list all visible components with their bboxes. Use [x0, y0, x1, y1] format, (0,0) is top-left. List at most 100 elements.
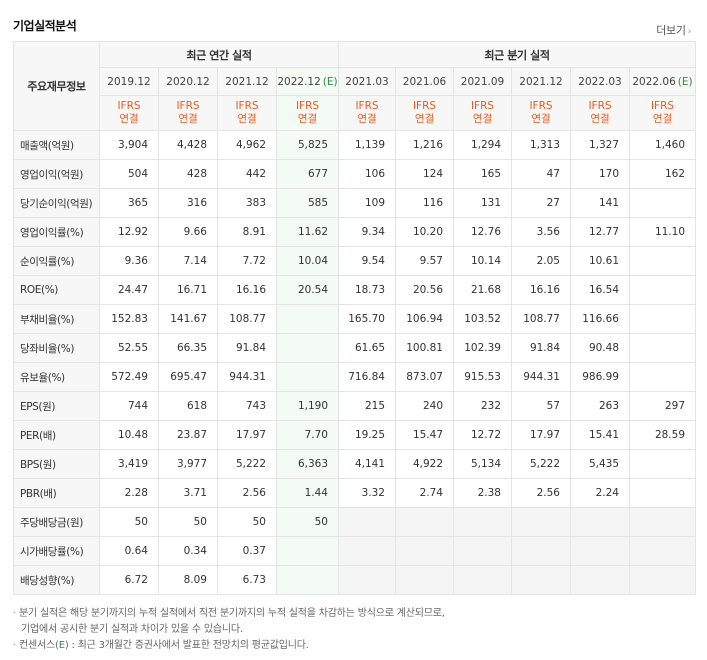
row-label: 당기순이익(억원): [13, 188, 100, 218]
table-cell: 618: [158, 391, 218, 421]
table-cell: [276, 333, 339, 363]
consolidated-label: 연결: [237, 113, 257, 125]
table-cell: [511, 536, 571, 566]
table-cell: 428: [158, 159, 218, 189]
table-cell: 2.38: [453, 478, 512, 508]
consensus-mark: E: [58, 640, 65, 651]
table-cell: 18.73: [338, 275, 396, 305]
table-cell: [629, 565, 696, 595]
table-row: PER(배) 10.48 23.87 17.97 7.70 19.25 15.47 12.72…: [13, 420, 696, 450]
table-cell: 28.59: [629, 420, 696, 450]
table-cell: 2.05: [511, 246, 571, 276]
table-cell: 91.84: [217, 333, 277, 363]
table-cell: [511, 507, 571, 537]
table-cell: 3.32: [338, 478, 396, 508]
table-cell: 5,134: [453, 449, 512, 479]
table-cell: 9.66: [158, 217, 218, 247]
table-cell: 27: [511, 188, 571, 218]
table-cell: 90.48: [570, 333, 630, 363]
table-cell: 16.16: [217, 275, 277, 305]
table-cell: [276, 304, 339, 334]
table-cell: [276, 536, 339, 566]
ifrs-label: IFRS: [355, 100, 379, 112]
period-header: 2021.06: [395, 67, 454, 96]
table-row: 유보율(%) 572.49 695.47 944.31 716.84 873.07 915.…: [13, 362, 696, 392]
table-cell: [629, 362, 696, 392]
table-cell: 10.20: [395, 217, 454, 247]
table-cell: 4,428: [158, 130, 218, 160]
table-cell: [338, 536, 396, 566]
table-cell: 2.28: [99, 478, 159, 508]
table-cell: [629, 275, 696, 305]
table-cell: 50: [217, 507, 277, 537]
table-cell: 10.48: [99, 420, 159, 450]
table-cell: 504: [99, 159, 159, 189]
table-cell: 66.35: [158, 333, 218, 363]
table-cell: 297: [629, 391, 696, 421]
table-cell: 1.44: [276, 478, 339, 508]
table-cell: 1,313: [511, 130, 571, 160]
table-cell: 0.64: [99, 536, 159, 566]
table-row: PBR(배) 2.28 3.71 2.56 1.44 3.32 2.74 2.38 2.56 2.…: [13, 478, 696, 508]
table-row: 주당배당금(원) 50 50 50 50: [13, 507, 696, 537]
table-cell: 165.70: [338, 304, 396, 334]
period-label: 2022.12: [277, 75, 321, 88]
period-label: 2021.09: [460, 75, 505, 88]
more-link[interactable]: 더보기 ›: [656, 22, 691, 38]
table-cell: [276, 362, 339, 392]
footnote-2: · 컨센서스(E) : 최근 3개월간 증권사에서 발표한 전망치의 평균값입니다…: [13, 640, 309, 651]
table-cell: 0.34: [158, 536, 218, 566]
table-cell: 11.62: [276, 217, 339, 247]
table-cell: [453, 565, 512, 595]
table-cell: 2.56: [217, 478, 277, 508]
table-cell: [629, 246, 696, 276]
table-cell: 50: [158, 507, 218, 537]
row-label: 매출액(억원): [13, 130, 100, 160]
more-label[interactable]: 더보기: [656, 24, 686, 37]
ifrs-label: IFRS: [529, 100, 553, 112]
ifrs-header: IFRS 연결: [276, 95, 339, 131]
table-cell: 15.41: [570, 420, 630, 450]
table-cell: 1,327: [570, 130, 630, 160]
table-cell: 6.73: [217, 565, 277, 595]
ifrs-header: IFRS 연결: [453, 95, 512, 131]
table-cell: [395, 507, 454, 537]
period-header: 2022.03: [570, 67, 630, 96]
row-label: BPS(원): [13, 449, 100, 479]
row-label: 부채비율(%): [13, 304, 100, 334]
table-cell: [338, 565, 396, 595]
table-cell: 12.92: [99, 217, 159, 247]
period-header: 2021.12: [217, 67, 277, 96]
table-cell: [570, 536, 630, 566]
consolidated-label: 연결: [297, 113, 318, 125]
estimate-mark: (E): [322, 75, 338, 88]
table-cell: 215: [338, 391, 396, 421]
ifrs-header: IFRS 연결: [629, 95, 696, 131]
table-cell: [453, 536, 512, 566]
table-row: 시가배당률(%) 0.64 0.34 0.37: [13, 536, 696, 566]
table-cell: [570, 507, 630, 537]
table-cell: 4,922: [395, 449, 454, 479]
period-label: 2019.12: [107, 75, 151, 88]
table-cell: 15.47: [395, 420, 454, 450]
table-cell: [453, 507, 512, 537]
table-cell: 263: [570, 391, 630, 421]
table-cell: 5,222: [217, 449, 277, 479]
period-header: 2021.09: [453, 67, 512, 96]
table-cell: 6.72: [99, 565, 159, 595]
table-cell: 116.66: [570, 304, 630, 334]
table-cell: 61.65: [338, 333, 396, 363]
table-cell: 16.16: [511, 275, 571, 305]
table-cell: 10.04: [276, 246, 339, 276]
table-cell: [629, 507, 696, 537]
footnote-1-cont: 기업에서 공시한 분기 실적과 차이가 있을 수 있습니다.: [21, 624, 243, 635]
table-cell: 11.10: [629, 217, 696, 247]
ifrs-label: IFRS: [650, 100, 675, 112]
table-cell: 1,460: [629, 130, 696, 160]
table-cell: [629, 304, 696, 334]
table-cell: [629, 188, 696, 218]
table-cell: 17.97: [511, 420, 571, 450]
table-cell: 17.97: [217, 420, 277, 450]
ifrs-header: IFRS 연결: [338, 95, 396, 131]
